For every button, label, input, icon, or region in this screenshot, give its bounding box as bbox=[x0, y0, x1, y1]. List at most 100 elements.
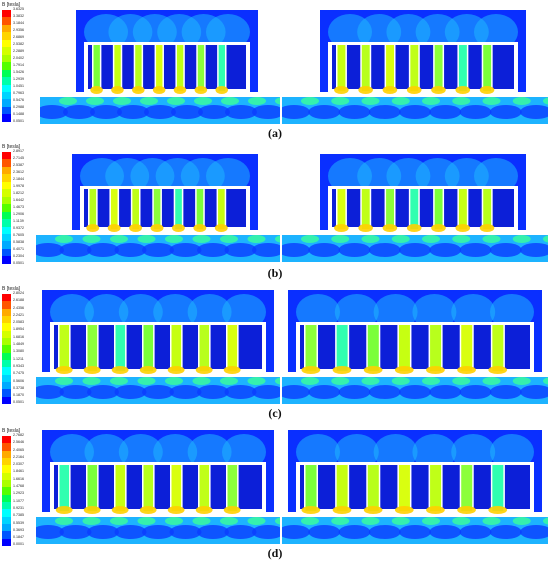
field-halo bbox=[373, 434, 418, 470]
colorbar-swatch bbox=[2, 47, 11, 55]
stator-high-field bbox=[194, 97, 212, 105]
stator-low-field bbox=[114, 243, 147, 257]
stator-low-field bbox=[59, 525, 92, 539]
stator-low-field bbox=[520, 525, 548, 539]
colorbar-swatch bbox=[2, 330, 11, 338]
legend-value: 2.3612 bbox=[13, 170, 24, 174]
tooth-field bbox=[171, 465, 182, 511]
tooth-tip bbox=[195, 366, 213, 374]
legend-value: 2.9356 bbox=[13, 28, 24, 32]
colorbar-swatch bbox=[2, 77, 11, 85]
colorbar-swatch bbox=[2, 389, 11, 397]
tooth-field bbox=[227, 325, 238, 371]
colorbar-swatch bbox=[2, 166, 11, 175]
stator-high-field bbox=[361, 97, 380, 105]
tooth-tip bbox=[488, 366, 508, 374]
stator-low-field bbox=[429, 105, 462, 119]
tooth-field bbox=[196, 189, 204, 229]
stator-high-field bbox=[192, 377, 211, 385]
stator-high-field bbox=[82, 517, 101, 525]
stator-high-field bbox=[55, 377, 73, 385]
tooth-tip bbox=[83, 506, 101, 514]
colorbar-swatch bbox=[2, 367, 11, 375]
stator-low-field bbox=[338, 525, 371, 539]
field-halo bbox=[490, 294, 534, 330]
stator-low-field bbox=[87, 385, 119, 399]
field-halo bbox=[153, 294, 198, 330]
stator-high-field bbox=[248, 97, 266, 105]
field-halo bbox=[334, 434, 379, 470]
stator-low-field bbox=[142, 243, 174, 257]
colorbar-swatch bbox=[2, 91, 11, 100]
colorbar-swatch bbox=[2, 294, 11, 302]
stator-high-field bbox=[452, 235, 471, 243]
tooth-tip bbox=[55, 506, 73, 514]
stator-low-field bbox=[114, 385, 147, 399]
legend-value: 2.4356 bbox=[13, 305, 24, 310]
stator-high-field bbox=[512, 235, 531, 243]
legend-value: 0.2304 bbox=[13, 254, 24, 258]
stator-low-field bbox=[399, 243, 431, 257]
tooth-tip bbox=[139, 506, 157, 514]
stator-low-field bbox=[368, 105, 401, 119]
stator-high-field bbox=[452, 517, 471, 525]
legend-title: B [tesla] bbox=[2, 2, 21, 8]
stator-high-field bbox=[482, 235, 501, 243]
legend-value: 1.5426 bbox=[13, 70, 24, 74]
tooth-field bbox=[227, 465, 238, 511]
legend-value: 1.4849 bbox=[13, 342, 24, 347]
colorbar-swatch bbox=[2, 189, 11, 197]
legend-value: 1.2939 bbox=[13, 77, 24, 81]
tooth-tip bbox=[55, 366, 73, 374]
legend-title: B [tesla] bbox=[2, 286, 21, 292]
stator-high-field bbox=[247, 235, 266, 243]
stator-high-field bbox=[275, 517, 280, 525]
stator-high-field bbox=[165, 517, 183, 525]
stator-low-field bbox=[489, 243, 522, 257]
colorbar-swatch bbox=[2, 99, 11, 107]
legend-value: 1.1139 bbox=[13, 219, 24, 223]
tooth-tip bbox=[301, 506, 321, 514]
legend-value: 1.6442 bbox=[13, 198, 24, 202]
stator-low-field bbox=[169, 385, 202, 399]
tooth-field bbox=[87, 325, 98, 371]
tooth-tip bbox=[406, 86, 422, 94]
stator-low-field bbox=[368, 385, 401, 399]
flux-density-plot-left bbox=[36, 290, 280, 404]
tooth-tip bbox=[457, 366, 476, 374]
stator-low-field bbox=[90, 105, 122, 119]
colorbar-swatch bbox=[2, 443, 11, 451]
stator-low-field bbox=[282, 525, 310, 539]
colorbar bbox=[2, 294, 11, 404]
stator-high-field bbox=[165, 377, 183, 385]
legend-value: 2.6869 bbox=[13, 35, 24, 39]
stator-high-field bbox=[55, 517, 73, 525]
colorbar-swatch bbox=[2, 509, 11, 517]
legend-value: 0.5606 bbox=[13, 378, 24, 383]
colorbar-swatch bbox=[2, 32, 11, 40]
colorbar-legend: B [tesla] 2.7682 2.5646 2.4065 2.2164 2.… bbox=[2, 428, 42, 548]
flux-density-plot-left bbox=[36, 154, 280, 262]
colorbar-swatch bbox=[2, 226, 11, 234]
panel-d: B [tesla] 2.7682 2.5646 2.4065 2.2164 2.… bbox=[0, 424, 550, 564]
airgap-strip bbox=[282, 372, 548, 377]
tooth-field bbox=[483, 189, 492, 229]
tooth-field bbox=[461, 325, 473, 371]
colorbar-swatch bbox=[2, 494, 11, 502]
stator-low-field bbox=[59, 243, 92, 257]
stator-high-field bbox=[391, 235, 410, 243]
colorbar-swatch bbox=[2, 436, 11, 444]
tooth-field bbox=[458, 45, 467, 91]
stator-high-field bbox=[452, 377, 471, 385]
tooth-field bbox=[199, 465, 210, 511]
field-halo bbox=[84, 434, 129, 470]
colorbar-swatch bbox=[2, 54, 11, 63]
tooth-field bbox=[361, 189, 370, 229]
legend-value: 0.7963 bbox=[13, 91, 24, 95]
stator-low-field bbox=[171, 105, 203, 119]
tooth-tip bbox=[214, 224, 228, 232]
legend-value: 0.5539 bbox=[13, 520, 24, 525]
tooth-field bbox=[398, 465, 410, 511]
tooth-tip bbox=[382, 224, 398, 232]
tooth-field bbox=[153, 189, 161, 229]
